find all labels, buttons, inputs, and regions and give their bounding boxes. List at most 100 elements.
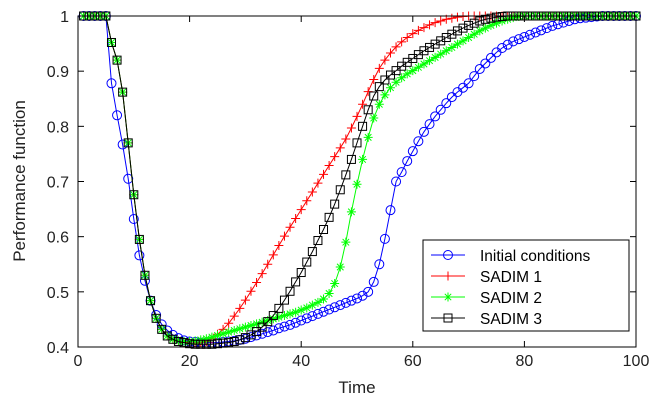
data-point bbox=[508, 13, 518, 23]
data-point bbox=[425, 20, 435, 30]
data-point bbox=[263, 316, 273, 326]
data-point bbox=[285, 222, 295, 232]
data-point bbox=[173, 336, 183, 346]
data-point bbox=[374, 259, 385, 270]
data-point bbox=[436, 49, 446, 59]
data-point bbox=[530, 27, 541, 38]
data-point bbox=[213, 330, 222, 340]
x-tick-label: 40 bbox=[292, 353, 310, 370]
data-point bbox=[413, 136, 424, 147]
data-point bbox=[358, 121, 368, 131]
y-tick-label: 0.7 bbox=[47, 175, 69, 192]
legend-label: SADIM 3 bbox=[480, 311, 542, 328]
data-point bbox=[229, 311, 239, 321]
data-point bbox=[207, 339, 217, 349]
data-point bbox=[218, 329, 228, 339]
data-point bbox=[273, 323, 284, 334]
data-point bbox=[240, 322, 250, 332]
data-point bbox=[302, 303, 312, 313]
data-point bbox=[324, 161, 334, 171]
data-point bbox=[402, 69, 412, 79]
data-point bbox=[391, 42, 401, 52]
data-point bbox=[291, 277, 301, 287]
data-point bbox=[436, 16, 446, 26]
data-point bbox=[464, 20, 474, 30]
data-point bbox=[508, 36, 519, 47]
data-point bbox=[229, 336, 239, 346]
data-point bbox=[447, 29, 457, 39]
data-point bbox=[257, 269, 267, 279]
data-point bbox=[213, 339, 222, 349]
data-point bbox=[363, 286, 374, 297]
data-point bbox=[402, 33, 412, 43]
data-point bbox=[358, 154, 368, 164]
data-point bbox=[363, 105, 373, 115]
data-point bbox=[151, 313, 161, 323]
data-point bbox=[441, 33, 451, 43]
data-point bbox=[330, 152, 340, 162]
y-tick-label: 0.6 bbox=[47, 230, 69, 247]
y-tick-label: 0.5 bbox=[47, 285, 69, 302]
x-tick-label: 20 bbox=[181, 353, 199, 370]
data-point bbox=[469, 29, 479, 39]
data-point bbox=[262, 327, 273, 338]
data-point bbox=[463, 78, 474, 89]
x-tick-label: 80 bbox=[516, 353, 534, 370]
data-point bbox=[536, 25, 547, 36]
data-point bbox=[157, 324, 167, 334]
data-point bbox=[369, 113, 379, 123]
data-point bbox=[458, 12, 468, 22]
data-point bbox=[312, 308, 323, 319]
data-point bbox=[318, 306, 329, 317]
data-point bbox=[441, 46, 451, 56]
legend-label: SADIM 2 bbox=[480, 290, 542, 307]
data-point bbox=[352, 293, 362, 304]
data-point bbox=[190, 336, 200, 346]
data-point bbox=[397, 73, 407, 83]
data-point bbox=[324, 212, 334, 222]
data-point bbox=[452, 12, 462, 22]
legend-label: Initial conditions bbox=[480, 248, 591, 265]
data-point bbox=[257, 328, 268, 339]
data-point bbox=[385, 83, 395, 93]
data-point bbox=[430, 52, 440, 62]
data-point bbox=[268, 311, 278, 321]
data-point bbox=[307, 311, 318, 322]
data-point bbox=[380, 90, 390, 100]
data-point bbox=[240, 333, 250, 343]
data-point bbox=[296, 315, 307, 326]
data-point bbox=[301, 313, 312, 324]
data-point bbox=[369, 91, 379, 101]
data-point bbox=[279, 311, 289, 321]
x-tick-label: 100 bbox=[623, 353, 650, 370]
data-point bbox=[330, 199, 340, 209]
data-point bbox=[246, 320, 256, 330]
data-point bbox=[257, 322, 267, 332]
data-point bbox=[263, 317, 273, 327]
data-point bbox=[341, 237, 351, 247]
data-point bbox=[430, 18, 440, 28]
data-point bbox=[446, 92, 457, 103]
data-point bbox=[257, 317, 267, 327]
data-point bbox=[319, 294, 329, 304]
data-point bbox=[492, 12, 501, 22]
legend-entry-sadim-1: SADIM 1 bbox=[431, 269, 542, 286]
data-point bbox=[307, 300, 317, 310]
y-tick-label: 0.4 bbox=[47, 340, 69, 357]
data-point bbox=[335, 143, 345, 153]
data-point bbox=[140, 270, 150, 280]
data-point bbox=[447, 42, 457, 52]
data-point bbox=[274, 240, 284, 250]
data-point bbox=[274, 303, 284, 313]
data-point bbox=[452, 39, 462, 49]
data-point bbox=[128, 214, 139, 225]
data-point bbox=[346, 154, 356, 164]
data-point bbox=[291, 307, 301, 317]
data-point bbox=[519, 31, 530, 42]
legend-entry-sadim-3: SADIM 3 bbox=[431, 311, 542, 328]
tick-layer: 0 20 40 60 80 100 0.4 0.5 0.6 0.7 0.8 0.9 1 bbox=[47, 9, 650, 370]
data-point bbox=[441, 98, 452, 109]
data-point bbox=[485, 52, 496, 63]
data-point bbox=[436, 36, 446, 46]
